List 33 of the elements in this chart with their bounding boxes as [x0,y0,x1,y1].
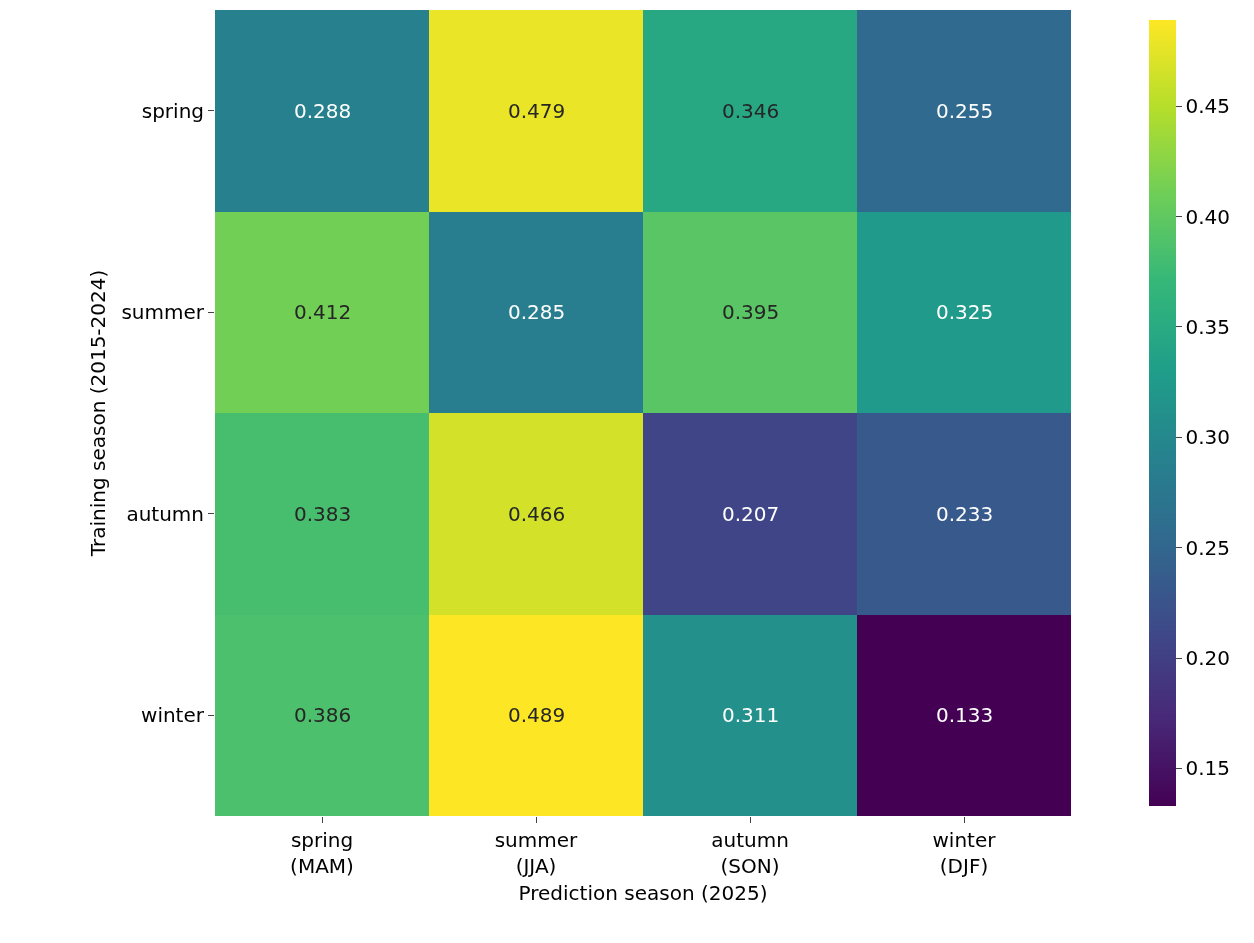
data-label: 0.255 [936,99,994,123]
y-tick-label: winter [141,703,205,728]
data-label: 0.412 [294,300,352,324]
data-label: 0.285 [508,300,566,324]
data-label: 0.233 [936,502,994,526]
color-bar-label: 0.45 [1185,94,1231,119]
color-bar-label: 0.25 [1185,535,1231,560]
y-tick-label: summer [121,300,205,325]
color-bar-label: 0.40 [1185,204,1231,229]
data-label: 0.395 [722,300,780,324]
color-bar-label: 0.35 [1185,314,1231,339]
x-tick-label: winter (DJF) [932,828,997,878]
data-label: 0.288 [294,99,352,123]
data-label: 0.207 [722,502,780,526]
x-tick-label: autumn (SON) [711,828,789,878]
color-bar-label: 0.30 [1185,425,1231,450]
data-label: 0.489 [508,703,566,727]
x-axis-title: Prediction season (2025) [518,880,768,905]
data-label: 0.479 [508,99,566,123]
color-bar-label: 0.20 [1185,646,1231,671]
data-label: 0.133 [936,703,994,727]
y-tick-label: autumn [126,501,204,526]
y-tick-label: spring [141,98,204,123]
data-label: 0.383 [294,502,352,526]
color-bar-label: 0.15 [1185,756,1231,781]
data-label: 0.466 [508,502,566,526]
x-tick-label: spring (MAM) [290,828,354,878]
data-label: 0.386 [294,703,352,727]
x-tick-label: summer (JJA) [494,828,579,878]
data-label: 0.311 [722,703,780,727]
data-label: 0.325 [936,300,994,324]
y-axis-title: Training season (2015-2024) [85,269,110,558]
data-label: 0.346 [722,99,780,123]
